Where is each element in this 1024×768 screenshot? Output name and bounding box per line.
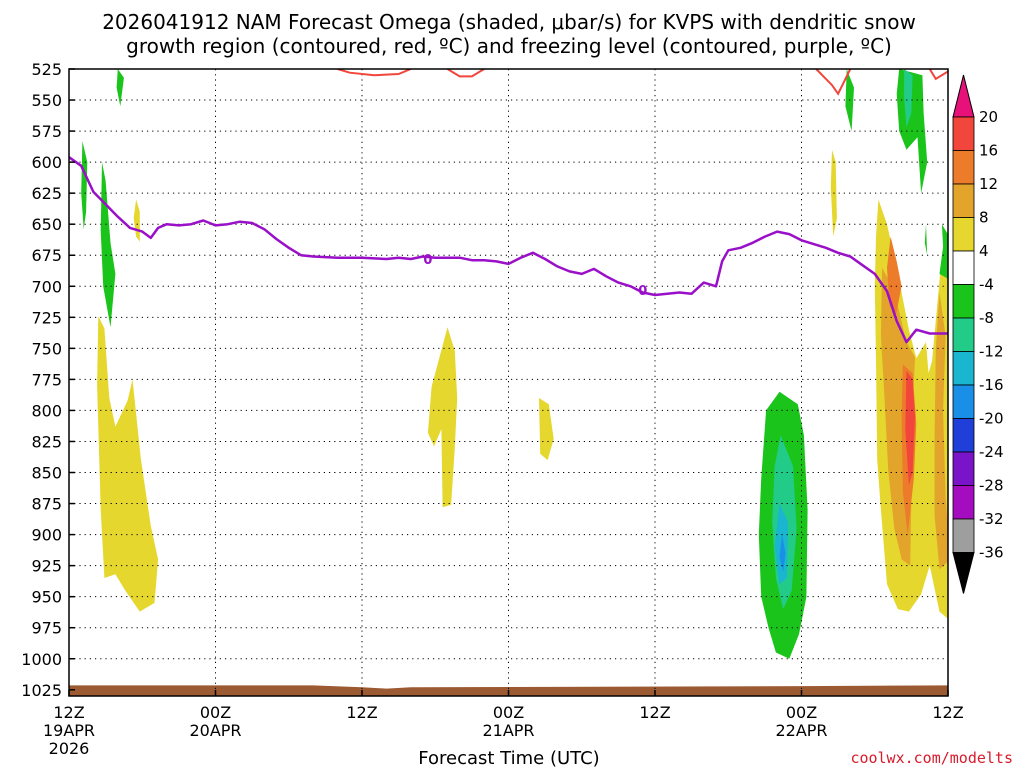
colorbar-label-3: 8: [979, 209, 989, 227]
x-tick-label-1-2: 20APR: [189, 721, 241, 740]
colorbar-label-5: -4: [979, 276, 994, 294]
omega-region-26: [779, 534, 786, 572]
freezing-level-line: [69, 156, 948, 344]
colorbar-top-arrow: [952, 74, 975, 118]
omega-region-21: [1012, 334, 1024, 644]
freezing-level-label-0: 0: [423, 253, 432, 268]
colorbar-label-1: 16: [979, 142, 998, 160]
x-tick-label-1-1: 00Z: [200, 703, 231, 722]
y-tick-label-925: 925: [31, 557, 62, 576]
y-tick-label-775: 775: [31, 370, 62, 389]
credit-text: coolwx.com/modelts: [850, 749, 1013, 767]
x-tick-label-0-1: 12Z: [53, 703, 84, 722]
colorbar-bottom-arrow: [952, 552, 975, 594]
x-axis-label: Forecast Time (UTC): [418, 748, 599, 768]
colorbar-swatch-8: [952, 351, 975, 386]
chart-title-line2: growth region (contoured, red, ºC) and f…: [126, 34, 892, 58]
colorbar-label-8: -16: [979, 376, 1004, 394]
omega-region-1: [427, 327, 458, 508]
omega-region-0: [97, 316, 159, 612]
x-tick-label-0-2: 19APR: [43, 721, 95, 740]
y-tick-label-800: 800: [31, 401, 62, 420]
colorbar-swatch-1: [952, 116, 975, 151]
y-tick-label-900: 900: [31, 526, 62, 545]
colorbar-label-4: 4: [979, 242, 989, 260]
freezing-level-label-1: 0: [638, 284, 647, 299]
colorbar-swatch-7: [952, 317, 975, 352]
y-tick-label-750: 750: [31, 339, 62, 358]
colorbar-swatch-12: [952, 485, 975, 520]
y-tick-label-1025: 1025: [21, 681, 62, 700]
omega-region-24: [904, 69, 913, 128]
y-tick-label-675: 675: [31, 246, 62, 265]
colorbar-label-6: -8: [979, 309, 994, 327]
dgz-contour-1: [446, 69, 485, 78]
y-tick-label-575: 575: [31, 122, 62, 141]
y-tick-label-850: 850: [31, 464, 62, 483]
y-tick-label-625: 625: [31, 184, 62, 203]
ground-surface: [69, 685, 948, 696]
colorbar-swatch-10: [952, 418, 975, 453]
chart-title-line1: 2026041912 NAM Forecast Omega (shaded, μ…: [102, 10, 916, 34]
y-tick-label-825: 825: [31, 432, 62, 451]
y-axis: 525 550 575 600 625 650 675 700 725 750 775 800 825 8…: [21, 60, 75, 700]
x-tick-label-3-2: 21APR: [482, 721, 534, 740]
x-tick-label-2-1: 12Z: [346, 703, 377, 722]
dgz-contour-0: [337, 69, 412, 77]
x-tick-label-3-1: 00Z: [493, 703, 524, 722]
x-tick-label-0-3: 2026: [49, 739, 90, 758]
colorbar-label-11: -28: [979, 477, 1004, 495]
colorbar-label-0: 20: [979, 108, 998, 126]
colorbar-label-12: -32: [979, 510, 1004, 528]
colorbar-swatch-3: [952, 183, 975, 218]
colorbar: 20 16 12 8 4 -4 -8 -12 -16 -20 -24 -28 -32 -36: [952, 74, 1004, 594]
dgz-contour-3: [928, 69, 948, 81]
omega-region-13: [81, 141, 88, 230]
y-tick-label-1000: 1000: [21, 650, 62, 669]
colorbar-swatch-4: [952, 217, 975, 252]
omega-region-19: [924, 224, 928, 256]
colorbar-label-9: -20: [979, 410, 1004, 428]
colorbar-swatch-11: [952, 451, 975, 486]
colorbar-swatch-13: [952, 518, 975, 553]
dgz-contour-2: [815, 69, 852, 96]
omega-region-12: [905, 370, 915, 485]
colorbar-label-7: -12: [979, 343, 1004, 361]
colorbar-label-2: 12: [979, 175, 998, 193]
x-tick-label-4-1: 12Z: [639, 703, 670, 722]
contour-layer: 00: [69, 69, 948, 344]
y-tick-label-875: 875: [31, 495, 62, 514]
omega-shading-layer: [81, 69, 1024, 659]
y-tick-label-975: 975: [31, 619, 62, 638]
omega-region-7: [934, 292, 948, 570]
y-tick-label-950: 950: [31, 588, 62, 607]
omega-region-14: [100, 162, 116, 328]
ground-layer: [69, 685, 948, 696]
x-tick-label-6-1: 12Z: [932, 703, 963, 722]
y-tick-label-650: 650: [31, 215, 62, 234]
colorbar-swatch-9: [952, 384, 975, 419]
colorbar-swatch-6: [952, 284, 975, 319]
omega-region-18: [939, 224, 948, 279]
y-tick-label-550: 550: [31, 91, 62, 110]
omega-region-10: [887, 236, 902, 318]
colorbar-label-13: -36: [979, 544, 1004, 562]
y-tick-label-725: 725: [31, 308, 62, 327]
x-tick-label-5-2: 22APR: [775, 721, 827, 740]
omega-region-15: [116, 69, 124, 107]
grid-layer: [69, 69, 949, 696]
y-tick-label-700: 700: [31, 277, 62, 296]
colorbar-label-10: -24: [979, 443, 1004, 461]
omega-region-3: [133, 199, 140, 242]
x-tick-label-5-1: 00Z: [786, 703, 817, 722]
y-tick-label-525: 525: [31, 60, 62, 79]
colorbar-swatch-2: [952, 150, 975, 185]
y-tick-label-600: 600: [31, 153, 62, 172]
colorbar-swatch-5: [952, 250, 975, 285]
omega-region-2: [539, 398, 554, 461]
